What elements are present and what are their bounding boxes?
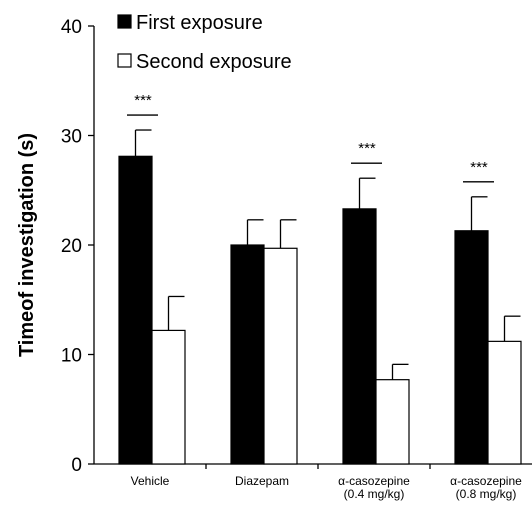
bar-second-exposure xyxy=(375,379,410,465)
y-axis-label: Timeof investigation (s) xyxy=(16,133,38,357)
bar-first-exposure xyxy=(342,208,377,465)
x-tick-label: Diazepam xyxy=(235,474,289,488)
x-tick-label: α-casozepine xyxy=(338,474,410,488)
bar-second-exposure xyxy=(151,329,186,465)
bar-first-exposure xyxy=(118,155,153,465)
y-tick-label: 30 xyxy=(61,127,82,148)
legend-label-first-exposure: First exposure xyxy=(136,12,263,34)
significance-label: *** xyxy=(134,92,152,109)
significance-label: *** xyxy=(470,159,488,176)
legend: First exposure Second exposure xyxy=(117,12,292,73)
bar-first-exposure xyxy=(454,230,489,465)
y-tick-label: 40 xyxy=(61,17,82,38)
x-tick-label: Vehicle xyxy=(131,474,170,488)
bar-second-exposure xyxy=(487,340,522,465)
bar-first-exposure xyxy=(230,244,265,465)
x-tick-label: (0.8 mg/kg) xyxy=(456,487,517,501)
x-tick-label: (0.4 mg/kg) xyxy=(344,487,405,501)
legend-swatch-first-exposure xyxy=(117,14,132,29)
y-tick-label: 10 xyxy=(61,346,82,367)
y-tick-label: 20 xyxy=(61,236,82,257)
bar-second-exposure xyxy=(263,247,298,465)
y-tick-label: 0 xyxy=(71,455,82,476)
significance-label: *** xyxy=(358,140,376,157)
x-tick-label: α-casozepine xyxy=(450,474,522,488)
legend-label-second-exposure: Second exposure xyxy=(136,51,292,73)
legend-swatch-second-exposure xyxy=(117,53,132,68)
